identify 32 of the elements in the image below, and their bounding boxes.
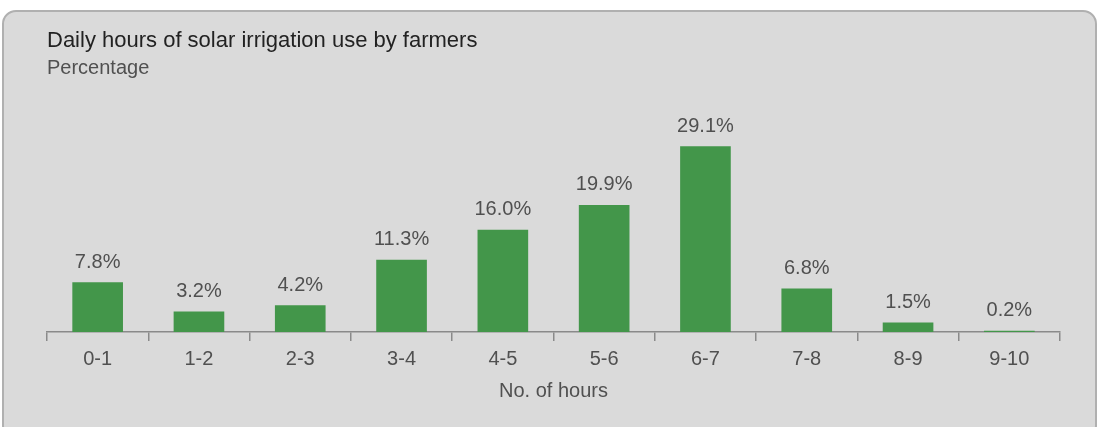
- bar: [376, 259, 427, 332]
- x-tick-label: 1-2: [184, 346, 214, 369]
- data-label: 11.3%: [373, 227, 430, 250]
- data-label: 3.2%: [176, 279, 222, 302]
- data-label: 19.9%: [575, 172, 633, 195]
- x-tick-label: 3-4: [387, 346, 416, 369]
- data-label: 6.8%: [783, 256, 830, 279]
- bar: [882, 322, 934, 332]
- x-tick-label: 7-8: [792, 346, 822, 369]
- x-tick-label: 2-3: [285, 346, 315, 369]
- x-tick-label: 4-5: [488, 346, 518, 369]
- data-label: 4.2%: [277, 272, 324, 295]
- bar: [680, 146, 731, 332]
- x-tick-label: 6-7: [691, 346, 720, 369]
- x-tick-label: 0-1: [83, 346, 113, 369]
- chart-subtitle: Percentage: [47, 55, 150, 78]
- data-label: 0.2%: [986, 298, 1033, 321]
- x-tick-label: 9-10: [989, 346, 1030, 369]
- bar: [477, 229, 529, 332]
- bar: [274, 305, 326, 332]
- data-label: 16.0%: [474, 197, 532, 220]
- bar: [578, 204, 630, 332]
- bar: [781, 288, 833, 332]
- x-tick-label: 8-9: [893, 346, 923, 369]
- data-label: 29.1%: [677, 113, 735, 136]
- chart-title: Daily hours of solar irrigation use by farmers: [47, 27, 478, 53]
- data-label: 1.5%: [885, 289, 932, 312]
- x-axis-title: No. of hours: [499, 378, 608, 401]
- x-tick-label: 5-6: [589, 346, 619, 369]
- bar: [173, 311, 225, 332]
- bar: [72, 282, 123, 332]
- data-label: 7.8%: [74, 249, 121, 272]
